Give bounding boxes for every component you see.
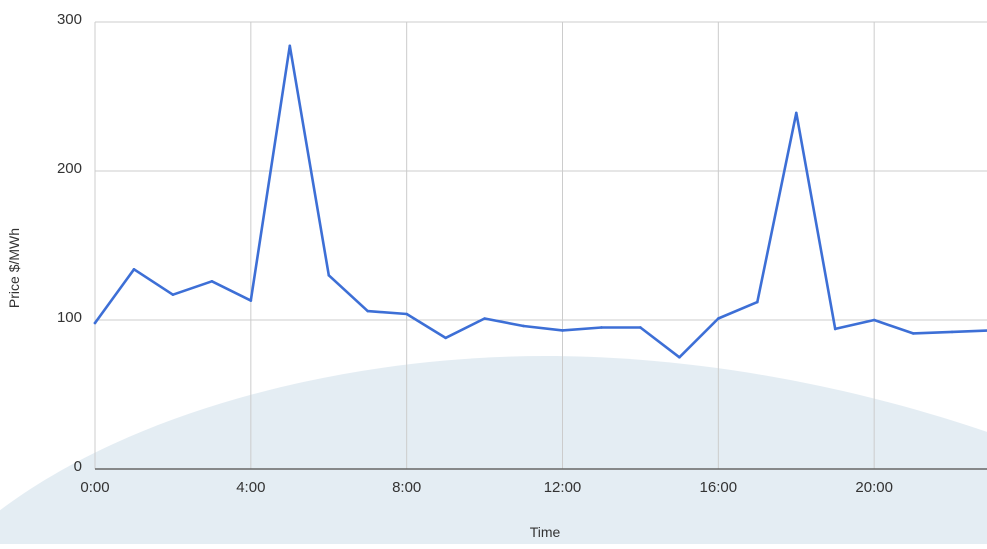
data-point — [717, 317, 720, 320]
data-point — [911, 332, 915, 335]
data-point — [639, 326, 642, 329]
y-tick-label: 100 — [57, 309, 82, 326]
data-point — [561, 329, 564, 332]
data-point — [249, 299, 253, 302]
data-point — [755, 300, 759, 304]
labels: 0 100 200 300 0:00 4:00 8:00 12:00 16:00 20:00 Tim… — [6, 11, 893, 540]
x-axis-title: Time — [530, 524, 561, 540]
y-tick-label: 300 — [57, 11, 82, 28]
data-point — [678, 355, 681, 359]
y-tick-label: 200 — [57, 160, 82, 177]
x-tick-label: 20:00 — [855, 479, 893, 496]
data-point — [483, 317, 486, 320]
data-point — [794, 111, 798, 115]
data-point — [93, 321, 97, 325]
data-point — [288, 44, 292, 48]
x-tick-label: 8:00 — [392, 479, 421, 496]
data-point — [405, 312, 408, 316]
x-tick-label: 16:00 — [700, 479, 738, 496]
series-layer — [93, 44, 987, 359]
x-tick-label: 4:00 — [236, 479, 265, 496]
data-point — [522, 324, 525, 328]
y-axis-title: Price $/MWh — [6, 228, 22, 308]
data-point — [444, 336, 447, 340]
background-arc — [0, 356, 987, 544]
data-point — [210, 279, 214, 283]
x-tick-label: 0:00 — [80, 479, 109, 496]
background-layer — [0, 356, 987, 544]
data-point — [132, 268, 136, 271]
data-point — [327, 274, 331, 277]
y-tick-label: 0 — [74, 458, 82, 475]
data-point — [950, 330, 954, 334]
data-point — [833, 327, 837, 331]
x-tick-label: 12:00 — [544, 479, 582, 496]
data-point — [600, 326, 603, 329]
data-point — [366, 309, 370, 313]
data-point — [872, 318, 876, 322]
data-point — [171, 293, 175, 296]
series-line — [93, 44, 987, 359]
